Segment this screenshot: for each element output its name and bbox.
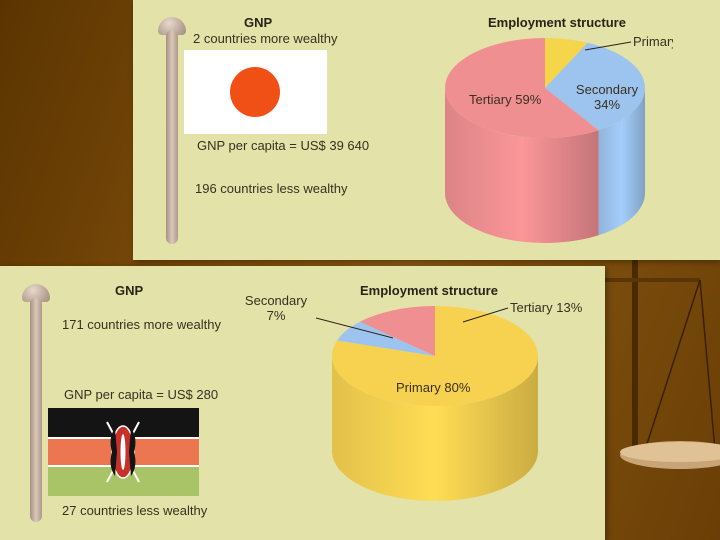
less-wealthy-label: 196 countries less wealthy <box>195 181 348 196</box>
gnp-heading: GNP <box>115 283 144 298</box>
chart-title: Employment structure <box>488 15 626 30</box>
wealth-scale-pole <box>30 298 42 522</box>
less-wealthy-label: 27 countries less wealthy <box>62 503 208 518</box>
kenya-employment-pie-chart: Primary 80% Secondary 7% Tertiary 13% <box>245 293 583 501</box>
wealth-scale-knob <box>158 17 186 35</box>
more-wealthy-label: 2 countries more wealthy <box>193 31 338 46</box>
more-wealthy-label: 171 countries more wealthy <box>62 317 221 332</box>
leader-line-tertiary <box>462 307 509 323</box>
pie-slice-side-secondary <box>598 88 645 236</box>
pie-slice-tertiary <box>444 38 599 138</box>
leader-line-primary <box>584 41 632 51</box>
gnp-per-capita-label: GNP per capita = US$ 280 <box>64 387 219 402</box>
wealth-scale-pole <box>166 30 178 244</box>
pie-slice-side-tertiary <box>445 88 599 243</box>
shield-icon <box>106 421 140 483</box>
leader-line-secondary <box>315 317 394 339</box>
slice-label-secondary: Secondary 34% <box>576 82 639 112</box>
pie-slice-tertiary <box>359 306 435 356</box>
japan-panel: GNP 2 countries more wealthy GNP per cap… <box>133 0 720 260</box>
pie-slice-side-primary <box>332 356 538 501</box>
kenya-panel: GNP 171 countries more wealthy GNP per c… <box>0 266 605 540</box>
gnp-heading: GNP <box>244 15 273 30</box>
japan-flag <box>184 50 327 134</box>
chart-title: Employment structure <box>360 283 498 298</box>
japan-flag-sun-icon <box>230 67 280 117</box>
slice-label-secondary: Secondary 7% <box>245 293 308 323</box>
pie-slice-secondary <box>545 42 645 131</box>
kenya-flag <box>48 408 199 496</box>
gnp-per-capita-label: GNP per capita = US$ 39 640 <box>197 138 370 153</box>
pie-slice-primary <box>545 38 588 88</box>
slice-label-primary: Primary 80% <box>396 380 471 395</box>
slice-label-primary: Primary 7% <box>633 34 673 49</box>
wealth-scale-knob <box>22 284 50 302</box>
slice-label-tertiary: Tertiary 13% <box>510 300 583 315</box>
slice-label-tertiary: Tertiary 59% <box>469 92 542 107</box>
